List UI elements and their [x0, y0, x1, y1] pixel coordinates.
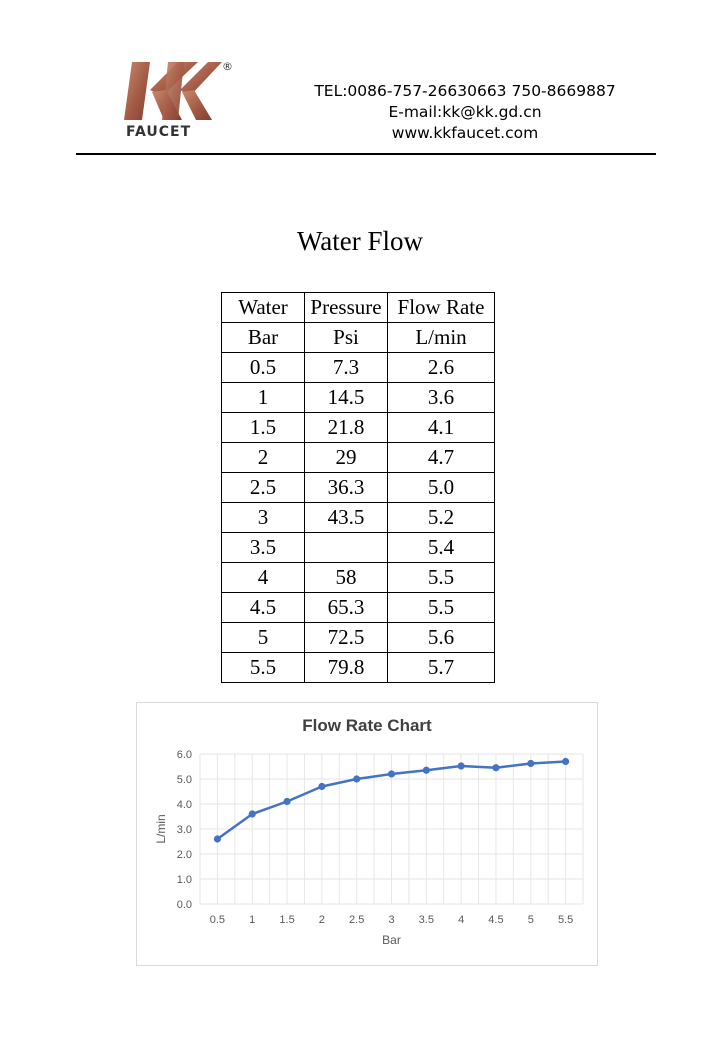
bar-cell: 4 — [221, 562, 305, 593]
contact-email: E-mail:kk@kk.gd.cn — [388, 103, 542, 121]
data-point — [527, 759, 535, 768]
flow-rate-cell: 5.0 — [387, 472, 495, 503]
table-header-cell: Pressure — [304, 292, 388, 323]
header-divider — [76, 153, 656, 155]
x-axis-label: Bar — [382, 933, 401, 947]
x-tick-label: 5 — [528, 914, 534, 926]
kk-faucet-logo: FAUCET ® — [124, 60, 233, 140]
table-row: 4 58 5.5 — [221, 562, 495, 593]
flow-rate-cell: 5.2 — [387, 502, 495, 533]
flow-rate-chart: 0.0 1.0 2.0 3.0 4.0 5.0 6.0 0.5 1 1.5 2 2.5 3 3.5 4 4.5… — [136, 702, 598, 966]
data-point — [318, 782, 326, 791]
psi-cell: 7.3 — [304, 352, 388, 383]
flow-rate-cell: 2.6 — [387, 352, 495, 383]
bar-cell: 2 — [221, 442, 305, 473]
bar-cell: 3.5 — [221, 532, 305, 563]
contact-website: www.kkfaucet.com — [391, 124, 539, 142]
psi-cell: 14.5 — [304, 382, 388, 413]
x-tick-label: 3 — [388, 914, 394, 926]
psi-cell: 65.3 — [304, 592, 388, 623]
psi-cell: 72.5 — [304, 622, 388, 653]
psi-cell — [304, 532, 388, 563]
data-point — [387, 770, 396, 778]
table-header-cell: Water — [221, 292, 305, 323]
flow-rate-cell: 3.6 — [387, 382, 495, 413]
data-point — [283, 797, 291, 806]
registered-mark: ® — [222, 60, 233, 73]
y-tick-label: 2.0 — [177, 849, 192, 861]
table-unit-cell: Bar — [221, 322, 305, 353]
table-row: 0.5 7.3 2.6 — [221, 352, 495, 383]
x-tick-label: 1.5 — [279, 914, 294, 926]
psi-cell: 79.8 — [304, 652, 388, 683]
bar-cell: 5 — [221, 622, 305, 653]
y-tick-label: 0.0 — [177, 899, 192, 911]
table-unit-row: Bar Psi L/min — [221, 322, 495, 353]
x-tick-label: 1 — [249, 914, 255, 926]
table-row: 2.5 36.3 5.0 — [221, 472, 495, 503]
y-axis-label: L/min — [154, 814, 168, 843]
psi-cell: 43.5 — [304, 502, 388, 533]
x-tick-label: 2 — [319, 914, 325, 926]
bar-cell: 0.5 — [221, 352, 305, 383]
psi-cell: 29 — [304, 442, 388, 473]
logo-subtext: FAUCET — [126, 124, 191, 140]
table-row: 4.5 65.3 5.5 — [221, 592, 495, 623]
flow-rate-cell: 5.5 — [387, 592, 495, 623]
data-point — [561, 757, 570, 766]
data-point — [248, 810, 256, 818]
flow-rate-cell: 5.5 — [387, 562, 495, 593]
flow-rate-chart-svg: 0.0 1.0 2.0 3.0 4.0 5.0 6.0 0.5 1 1.5 2 2.5 3 3.5 4 4.5… — [154, 716, 584, 947]
data-point — [422, 766, 430, 774]
flow-table: Water Pressure Flow Rate Bar Psi L/min 0… — [221, 292, 495, 683]
bar-cell: 1.5 — [221, 412, 305, 443]
contact-tel: TEL:0086-757-26630663 750-8669887 — [314, 82, 616, 100]
table-unit-cell: Psi — [304, 322, 388, 353]
table-row: 1 14.5 3.6 — [221, 382, 495, 413]
flow-rate-cell: 4.1 — [387, 412, 495, 443]
psi-cell: 21.8 — [304, 412, 388, 443]
table-row: 5.5 79.8 5.7 — [221, 652, 495, 683]
table-row: 2 29 4.7 — [221, 442, 495, 473]
bar-cell: 2.5 — [221, 472, 305, 503]
x-tick-label: 4 — [458, 914, 464, 926]
table-unit-cell: L/min — [387, 322, 495, 353]
y-tick-label: 5.0 — [177, 774, 192, 786]
table-row: 3.5 5.4 — [221, 532, 495, 563]
bar-cell: 4.5 — [221, 592, 305, 623]
data-point — [457, 762, 465, 770]
psi-cell: 58 — [304, 562, 388, 593]
data-point — [353, 775, 361, 783]
data-point — [492, 764, 500, 772]
x-tick-label: 4.5 — [488, 914, 503, 926]
x-tick-label: 0.5 — [210, 914, 225, 926]
flow-rate-cell: 5.6 — [387, 622, 495, 653]
y-tick-label: 3.0 — [177, 824, 192, 836]
psi-cell: 36.3 — [304, 472, 388, 503]
data-point — [213, 835, 222, 843]
x-tick-label: 2.5 — [349, 914, 364, 926]
table-row: 5 72.5 5.6 — [221, 622, 495, 653]
bar-cell: 1 — [221, 382, 305, 413]
y-tick-label: 6.0 — [177, 749, 192, 761]
table-header-row: Water Pressure Flow Rate — [221, 292, 495, 323]
chart-title: Flow Rate Chart — [302, 716, 432, 735]
x-tick-label: 5.5 — [558, 914, 573, 926]
flow-rate-cell: 5.4 — [387, 532, 495, 563]
table-row: 1.5 21.8 4.1 — [221, 412, 495, 443]
flow-rate-cell: 5.7 — [387, 652, 495, 683]
y-tick-label: 1.0 — [177, 874, 192, 886]
bar-cell: 3 — [221, 502, 305, 533]
x-tick-label: 3.5 — [419, 914, 434, 926]
bar-cell: 5.5 — [221, 652, 305, 683]
table-row: 3 43.5 5.2 — [221, 502, 495, 533]
table-header-cell: Flow Rate — [387, 292, 495, 323]
flow-rate-cell: 4.7 — [387, 442, 495, 473]
page-title: Water Flow — [296, 226, 424, 256]
y-tick-label: 4.0 — [177, 799, 192, 811]
